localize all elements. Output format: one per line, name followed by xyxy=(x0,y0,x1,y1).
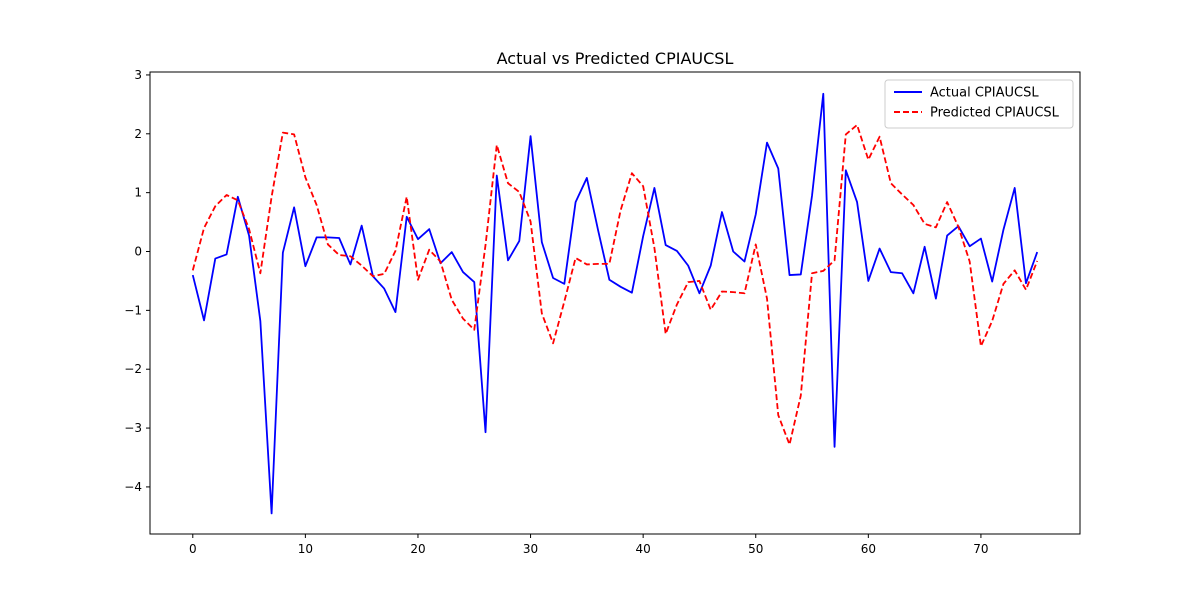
x-tick-label: 10 xyxy=(298,542,313,556)
x-tick-label: 60 xyxy=(861,542,876,556)
x-tick-label: 20 xyxy=(410,542,425,556)
x-tick-label: 30 xyxy=(523,542,538,556)
plot-frame xyxy=(149,71,1081,535)
chart-title: Actual vs Predicted CPIAUCSL xyxy=(497,49,734,68)
x-axis: 0 10 20 30 40 50 60 70 xyxy=(189,534,989,556)
y-tick-label: −2 xyxy=(124,362,142,376)
x-tick-label: 50 xyxy=(748,542,763,556)
legend-frame xyxy=(884,79,1074,129)
legend-label-actual: Actual CPIAUCSL xyxy=(930,86,1039,101)
y-tick-label: 1 xyxy=(134,186,142,200)
y-tick-label: 0 xyxy=(134,245,142,259)
y-tick-label: −4 xyxy=(124,480,142,494)
y-tick-label: 3 xyxy=(134,68,142,82)
series-line-predicted xyxy=(191,124,1039,446)
x-tick-label: 70 xyxy=(973,542,988,556)
x-tick-label: 0 xyxy=(189,542,197,556)
series-line-actual xyxy=(191,92,1039,515)
y-tick-label: −1 xyxy=(124,303,142,317)
legend-label-predicted: Predicted CPIAUCSL xyxy=(930,106,1060,121)
plot-area xyxy=(191,92,1039,515)
y-tick-label: −3 xyxy=(124,421,142,435)
x-tick-label: 40 xyxy=(636,542,651,556)
y-axis: −4 −3 −2 −1 0 1 2 3 xyxy=(124,68,150,494)
legend: Actual CPIAUCSL Predicted CPIAUCSL xyxy=(884,79,1074,129)
y-tick-label: 2 xyxy=(134,127,142,141)
